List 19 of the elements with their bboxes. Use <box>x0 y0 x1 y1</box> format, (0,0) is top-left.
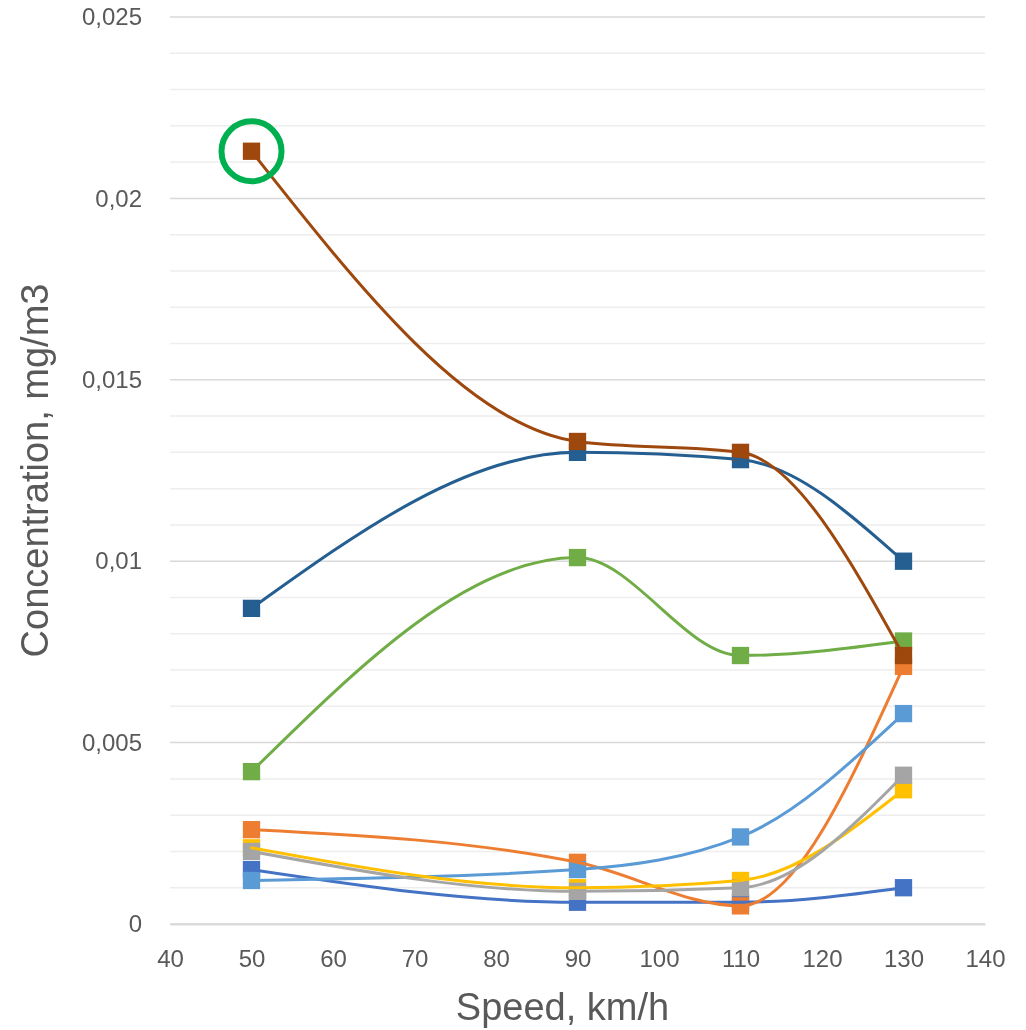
y-tick-label: 0,025 <box>81 3 142 31</box>
y-tick-label: 0,015 <box>81 365 142 393</box>
x-axis-title: Speed, km/h <box>455 986 670 1028</box>
y-tick-label: 0,005 <box>81 728 142 756</box>
y-axis-title: Concentration, mg/m3 <box>14 283 56 658</box>
x-tick-label: 140 <box>965 945 1006 973</box>
x-tick-label: 130 <box>883 945 925 973</box>
x-tick-label: 110 <box>721 945 761 973</box>
y-tick-label: 0 <box>128 910 142 938</box>
x-tick-label: 90 <box>564 945 592 973</box>
x-tick-label: 40 <box>157 945 184 973</box>
x-tick-label: 100 <box>639 945 680 973</box>
x-tick-label: 120 <box>802 945 843 973</box>
y-tick-label: 0,01 <box>95 547 142 575</box>
x-tick-label: 80 <box>483 945 510 973</box>
x-tick-label: 60 <box>320 945 347 973</box>
x-tick-label: 70 <box>401 945 429 973</box>
x-tick-label: 50 <box>238 945 266 973</box>
y-tick-label: 0,02 <box>95 184 142 212</box>
